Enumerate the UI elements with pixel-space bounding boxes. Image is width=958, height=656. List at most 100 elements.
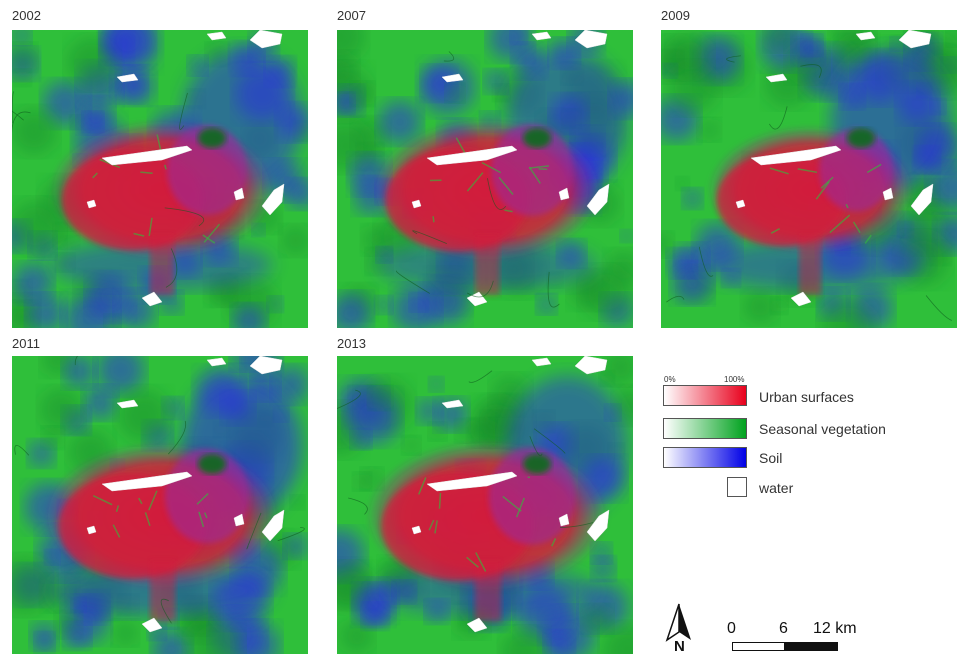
green-streak — [475, 552, 487, 572]
water-body — [441, 73, 464, 83]
river-line — [698, 246, 714, 277]
vegetation-patch — [668, 34, 712, 78]
green-streak — [769, 167, 789, 175]
green-streak — [466, 556, 479, 568]
vegetation-patch — [743, 289, 778, 324]
river-line — [246, 512, 262, 550]
vegetation-patch — [353, 473, 371, 491]
river-line — [12, 91, 15, 124]
legend-label-urban: Urban surfaces — [759, 389, 854, 405]
vegetation-patch — [582, 605, 612, 635]
green-streak — [144, 512, 151, 526]
water-body — [558, 513, 570, 527]
river-line — [726, 55, 741, 63]
year-label-2011: 2011 — [12, 336, 40, 351]
map-panel-2002 — [12, 30, 308, 328]
urban-corridor — [150, 561, 176, 621]
legend-swatch-water — [727, 477, 747, 497]
dark-vegetation — [198, 454, 226, 474]
water-body — [116, 73, 139, 83]
soil-patch — [337, 293, 371, 328]
river-line — [12, 110, 24, 121]
soil-patch — [12, 30, 31, 45]
soil-patch — [545, 631, 574, 654]
river-line — [443, 51, 455, 62]
green-streak — [203, 223, 221, 243]
soil-patch — [620, 230, 633, 243]
water-body — [586, 183, 610, 216]
water-body — [411, 525, 422, 535]
vegetation-patch — [661, 232, 674, 257]
north-arrow-icon — [665, 603, 691, 642]
water-body — [735, 199, 746, 209]
green-streak — [198, 511, 205, 528]
soil-patch — [793, 34, 824, 65]
water-body — [116, 399, 139, 409]
green-streak — [852, 221, 861, 234]
water-body — [261, 183, 285, 216]
north-label: N — [674, 638, 685, 655]
soil-patch — [417, 398, 442, 424]
water-body — [586, 509, 610, 542]
legend-swatch-urban — [663, 385, 747, 406]
soil-patch — [928, 163, 957, 211]
soil-patch — [97, 356, 145, 394]
vegetation-patch — [12, 44, 37, 71]
river-line — [468, 370, 493, 383]
river-line — [396, 270, 430, 294]
water-body — [574, 30, 608, 49]
urban-core — [716, 154, 846, 246]
land-cover-map — [12, 30, 308, 328]
vegetation-patch — [112, 620, 138, 646]
water-body — [101, 471, 193, 492]
vegetation-patch — [765, 30, 795, 51]
soil-patch — [591, 556, 615, 580]
water-body — [466, 617, 488, 633]
green-streak — [551, 538, 557, 547]
water-body — [206, 31, 227, 41]
land-cover-map — [337, 30, 633, 328]
soil-patch — [64, 623, 91, 649]
vegetation-patch — [187, 618, 242, 654]
soil-patch — [378, 100, 422, 144]
water-body — [855, 31, 876, 41]
water-body — [750, 145, 842, 166]
green-streak — [204, 512, 208, 519]
river-line — [467, 280, 494, 298]
vegetation-patch — [698, 119, 720, 141]
river-line — [165, 248, 178, 288]
green-streak — [820, 176, 834, 189]
green-streak — [418, 477, 427, 495]
year-label-2013: 2013 — [337, 336, 366, 351]
soil-patch — [13, 263, 53, 303]
river-line — [666, 295, 685, 303]
map-panel-2013 — [337, 356, 633, 654]
water-body — [531, 31, 552, 41]
soil-patch — [488, 30, 532, 61]
urban-corridor — [799, 235, 822, 295]
river-line — [14, 444, 30, 456]
vegetation-patch — [771, 298, 787, 314]
legend-label-soil: Soil — [759, 450, 783, 466]
water-body — [426, 471, 518, 492]
dark-vegetation — [523, 128, 551, 148]
vegetation-patch — [675, 176, 689, 190]
river-line — [412, 230, 448, 245]
vegetation-patch — [337, 52, 358, 91]
soil-patch — [78, 97, 114, 133]
vegetation-patch — [668, 63, 718, 113]
vegetation-patch — [369, 386, 392, 409]
green-streak — [845, 203, 849, 209]
soil-patch — [232, 305, 266, 328]
scale-tick-6: 6 — [779, 620, 788, 637]
vegetation-patch — [428, 423, 446, 441]
green-streak — [148, 217, 153, 236]
land-cover-map — [12, 356, 308, 654]
green-streak — [528, 166, 541, 184]
vegetation-patch — [445, 83, 465, 103]
scale-tick-12: 12 km — [813, 620, 857, 637]
soil-patch — [392, 285, 440, 328]
water-body — [531, 357, 552, 367]
water-body — [141, 291, 163, 307]
scale-bar-white-segment — [732, 642, 785, 651]
